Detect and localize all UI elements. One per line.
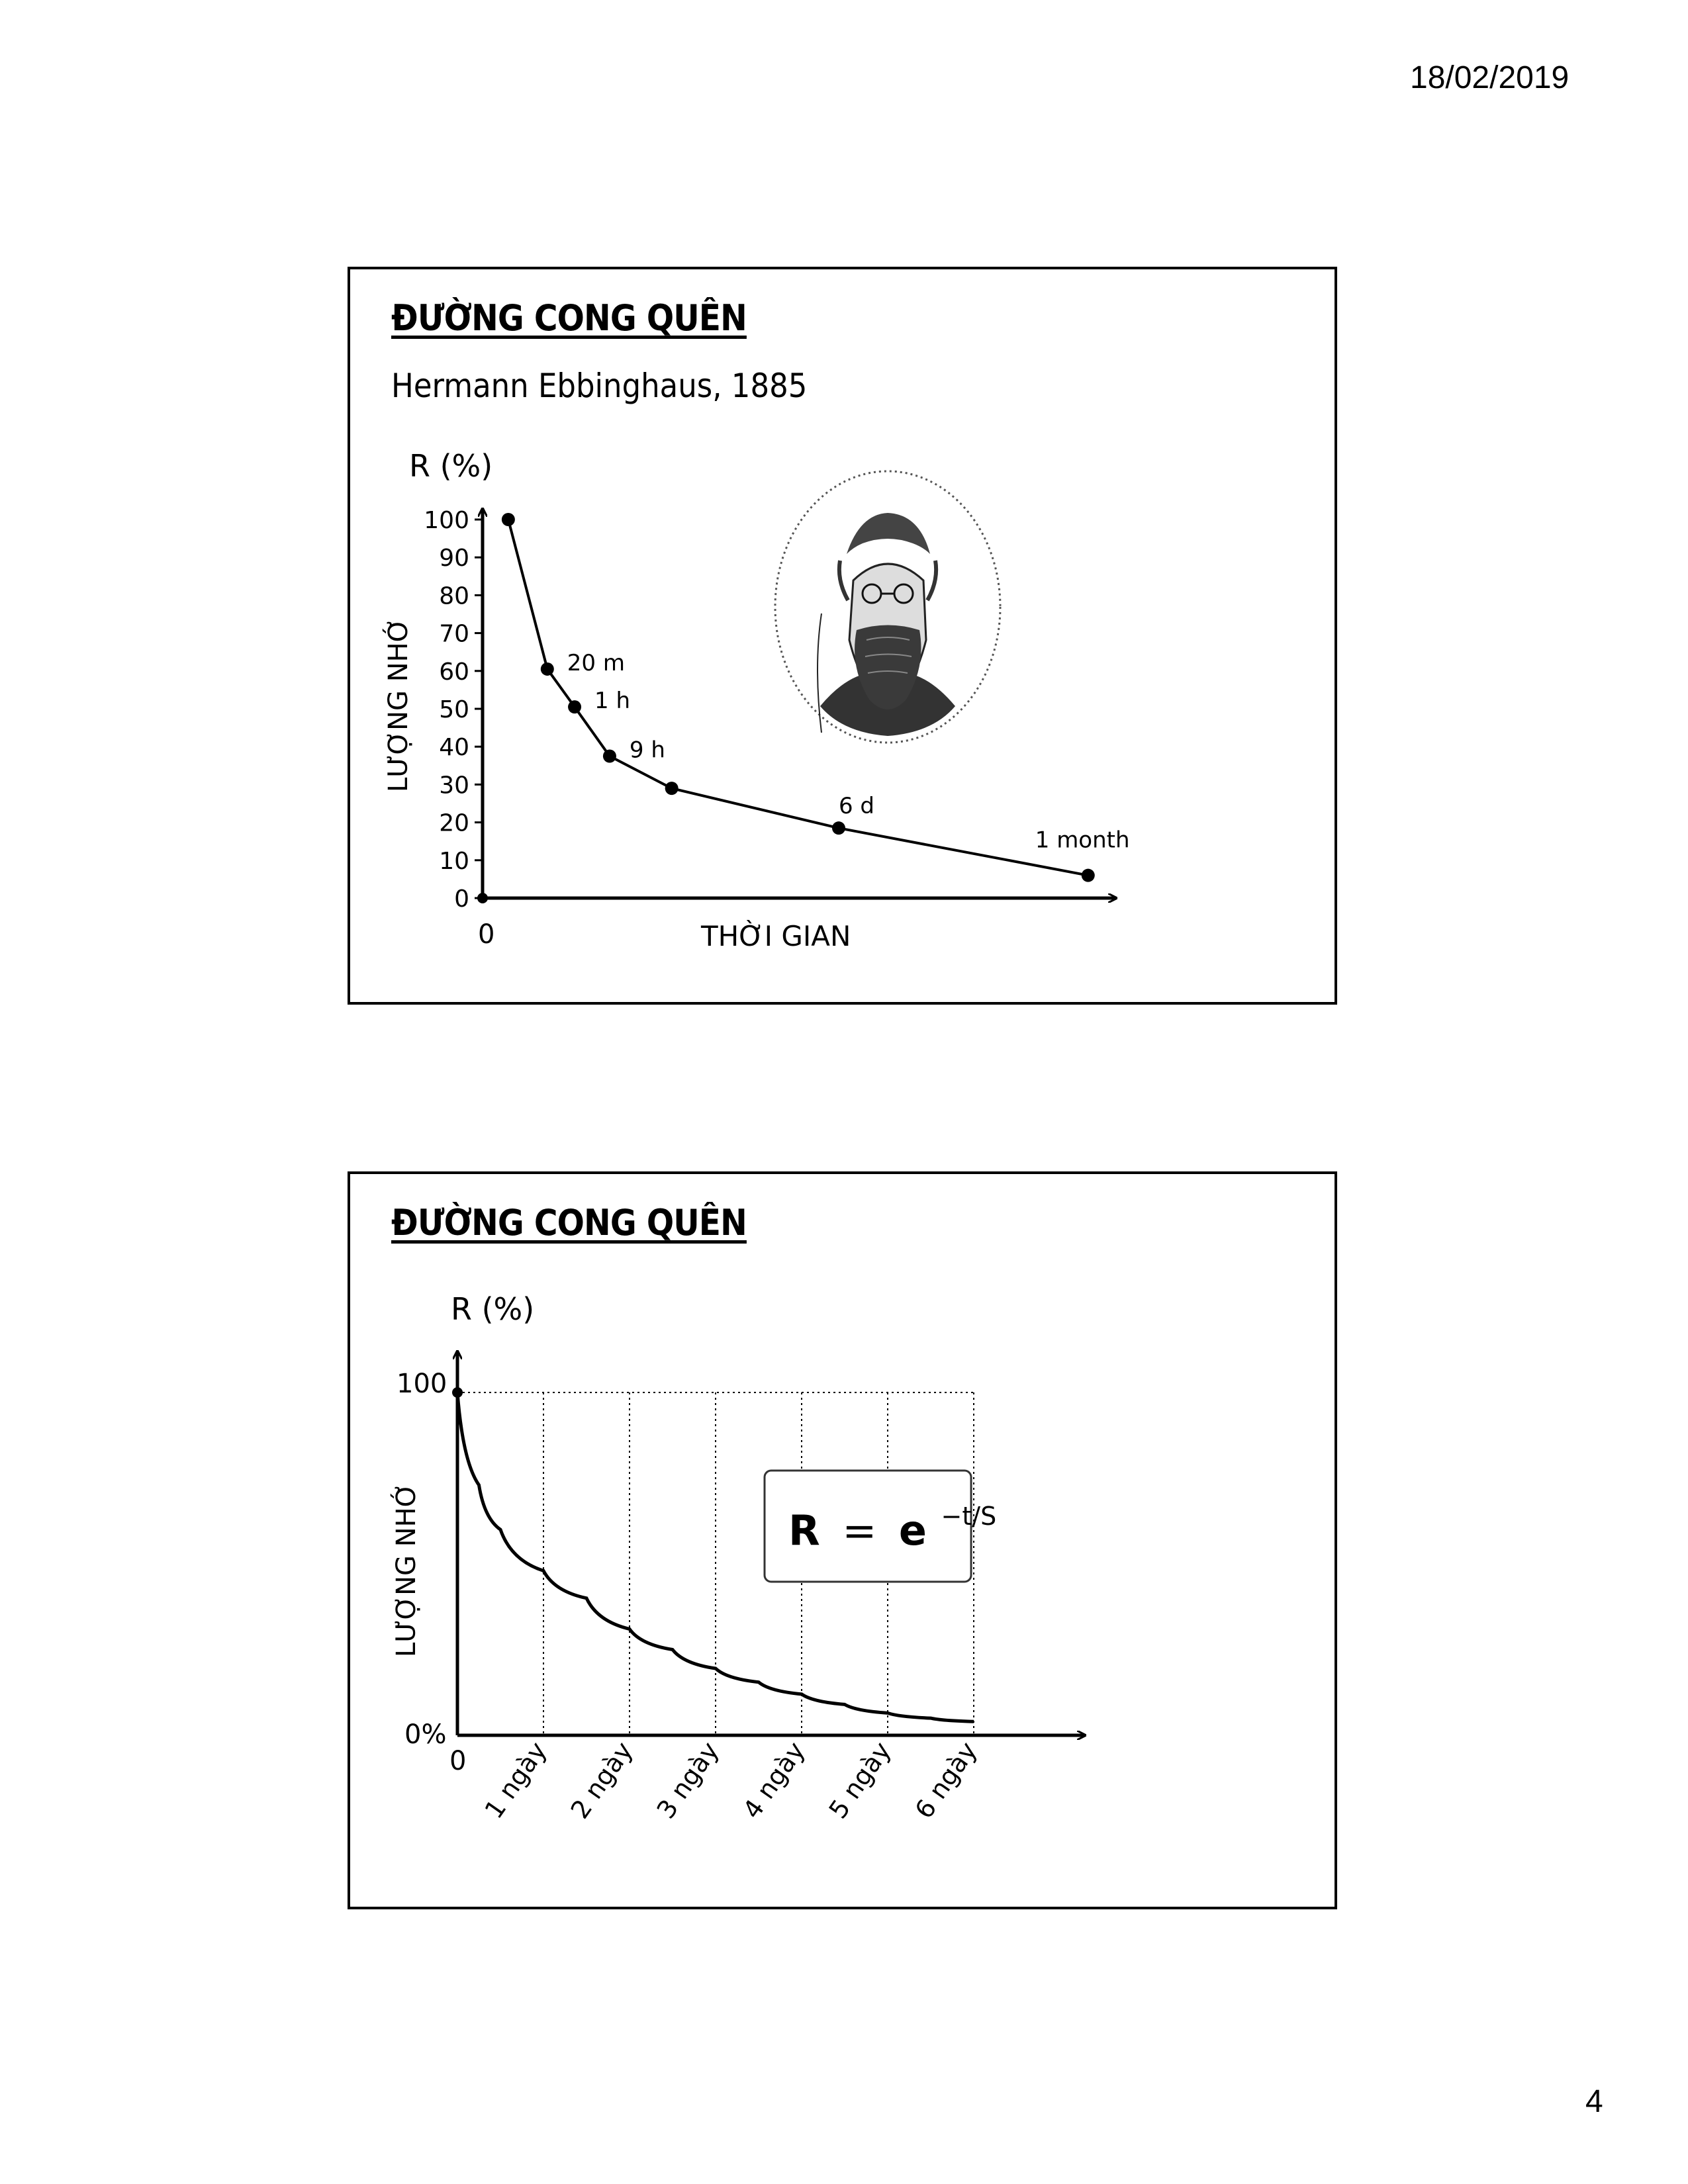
- y-tick-label: 80: [439, 582, 469, 610]
- y-tick-label: 20: [439, 810, 469, 837]
- formula-base: e: [899, 1506, 927, 1555]
- y-axis-title: R (%): [409, 448, 492, 484]
- y-tick-label: 100: [424, 507, 469, 534]
- y-tick-label: 40: [439, 734, 469, 761]
- slide-subtitle: Hermann Ebbinghaus, 1885: [391, 367, 808, 405]
- slide-forgetting-formula: ĐƯỜNG CONG QUÊN R (%) LƯỢNG NHỚ 100 0% 0…: [348, 1171, 1337, 1909]
- data-point: [568, 700, 582, 714]
- origin-point: [477, 893, 488, 903]
- data-point: [831, 821, 845, 835]
- formula-exponent: −t/S: [941, 1502, 997, 1531]
- y-tick-label: 60: [439, 659, 469, 686]
- x-origin-label: 0: [478, 919, 494, 950]
- data-point-label: 9 h: [630, 737, 665, 764]
- forgetting-curve-chart: R (%) LƯỢNG NHỚ 100 0% 0 1 ngày 2 ngày 3 n…: [390, 1291, 1340, 1824]
- y-tick-label: 0: [454, 886, 469, 913]
- start-point: [452, 1387, 463, 1398]
- y-tick-label: 30: [439, 772, 469, 799]
- data-point-label: 1 h: [594, 688, 630, 714]
- y-tick-label: 50: [439, 696, 469, 723]
- x-tick-label: 6 ngày: [910, 1737, 983, 1824]
- forgetting-curve-chart: R (%) LƯỢNG NHỚ THỜI GIAN 0 0 10 20 30 40 50 6…: [382, 448, 1130, 952]
- y-axis-side-label: LƯỢNG NHỚ: [390, 1483, 422, 1657]
- slide-title: ĐƯỜNG CONG QUÊN: [391, 1202, 747, 1244]
- y-bottom-label: 0%: [404, 1719, 446, 1750]
- data-point: [540, 662, 554, 676]
- y-tick-label: 90: [439, 545, 469, 572]
- forgetting-curve: [455, 1392, 974, 1723]
- y-top-label: 100: [397, 1369, 447, 1399]
- formula-equals: =: [842, 1506, 876, 1555]
- y-tick-label: 70: [439, 621, 469, 648]
- page-number: 4: [1585, 2084, 1603, 2119]
- slide-ebbinghaus-curve: ĐƯỜNG CONG QUÊN Hermann Ebbinghaus, 1885…: [348, 267, 1337, 1005]
- ebbinghaus-portrait-icon: [774, 470, 1002, 744]
- data-point: [665, 782, 679, 796]
- formula-box: R = e −t/S: [763, 1469, 996, 1583]
- x-tick-label: 4 ngày: [737, 1737, 811, 1824]
- x-tick-label: 5 ngày: [823, 1737, 897, 1824]
- x-axis-title: THỜI GIAN: [700, 919, 851, 952]
- data-point: [602, 749, 616, 763]
- x-origin-label: 0: [449, 1746, 466, 1776]
- page-date: 18/02/2019: [1410, 60, 1570, 95]
- formula-lhs: R: [788, 1506, 820, 1555]
- y-axis-side-label: LƯỢNG NHỚ: [382, 618, 414, 792]
- data-point: [501, 513, 515, 526]
- data-point-label: 1 month: [1035, 827, 1130, 854]
- x-tick-label: 1 ngày: [479, 1737, 553, 1824]
- x-tick-label: 3 ngày: [651, 1737, 725, 1824]
- y-tick-label: 10: [439, 848, 469, 875]
- y-axis-title: R (%): [451, 1291, 534, 1327]
- slide-title: ĐƯỜNG CONG QUÊN: [391, 297, 747, 339]
- svg-text:R = e: R = e −t/S: [788, 1502, 996, 1555]
- data-point: [1081, 868, 1095, 882]
- data-point-label: 20 m: [567, 650, 625, 676]
- x-tick-label: 2 ngày: [565, 1737, 639, 1824]
- data-point-label: 6 d: [839, 793, 874, 819]
